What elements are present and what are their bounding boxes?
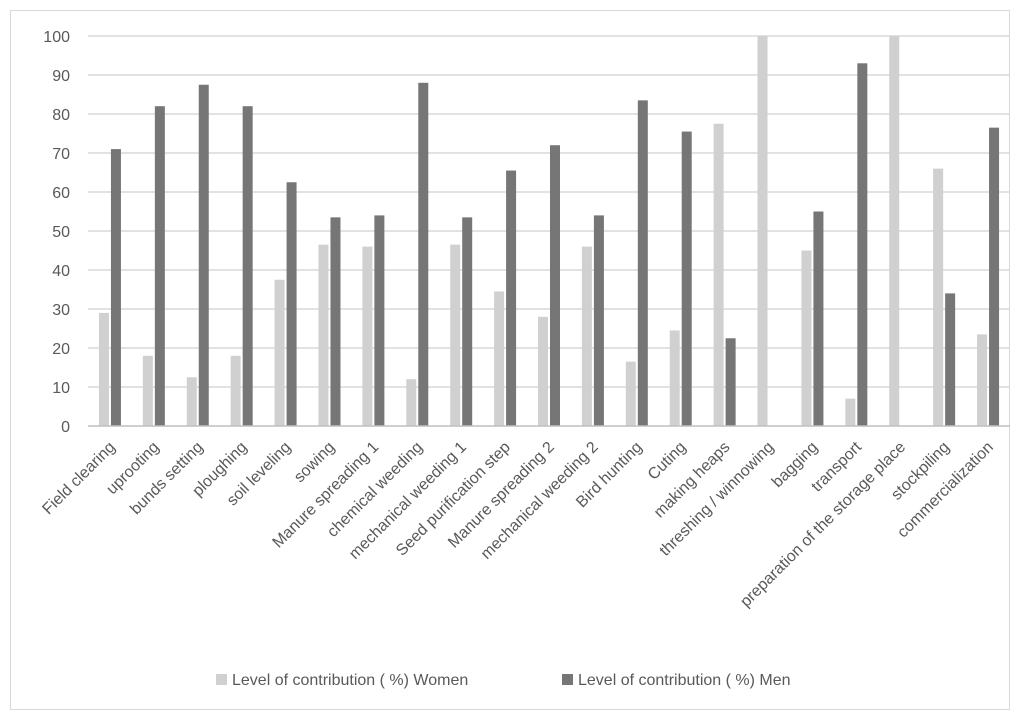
x-tick-label: making heaps bbox=[651, 439, 733, 521]
bar-men bbox=[418, 82, 429, 427]
bar-women bbox=[450, 244, 461, 426]
bar-men bbox=[550, 145, 560, 426]
bar-women bbox=[186, 377, 197, 426]
legend-label-men: Level of contribution ( %) Men bbox=[578, 672, 791, 689]
y-tick-label: 80 bbox=[52, 107, 70, 124]
bar-men bbox=[857, 63, 868, 427]
bar-women bbox=[406, 379, 417, 426]
bar-men bbox=[286, 182, 297, 426]
y-tick-label: 10 bbox=[52, 380, 70, 397]
y-tick-label: 100 bbox=[43, 29, 70, 46]
bar-women bbox=[845, 398, 856, 426]
bar-women bbox=[230, 355, 241, 426]
bar-men bbox=[462, 217, 473, 426]
bar-men bbox=[374, 215, 385, 426]
bar-women bbox=[889, 36, 900, 426]
bar-men bbox=[330, 217, 341, 426]
bar-women bbox=[274, 279, 285, 426]
bar-men bbox=[242, 106, 253, 426]
bar-men bbox=[681, 131, 692, 427]
bar-women bbox=[933, 168, 944, 426]
y-tick-label: 40 bbox=[52, 263, 70, 280]
legend-label-women: Level of contribution ( %) Women bbox=[232, 672, 468, 689]
bar-men bbox=[154, 106, 165, 426]
y-tick-label: 0 bbox=[61, 419, 70, 436]
bar-women bbox=[977, 334, 988, 426]
y-tick-label: 50 bbox=[52, 224, 70, 241]
bar-men bbox=[989, 127, 1000, 427]
gridlines bbox=[88, 35, 1010, 388]
bar-women bbox=[625, 361, 636, 426]
bar-women bbox=[538, 316, 548, 426]
y-axis-ticks: 0 10 20 30 40 50 60 70 80 90 100 bbox=[43, 29, 70, 436]
y-tick-label: 30 bbox=[52, 302, 70, 319]
bar-women bbox=[581, 246, 592, 426]
bar-men bbox=[506, 170, 517, 426]
bar-men bbox=[813, 211, 824, 426]
y-tick-label: 20 bbox=[52, 341, 70, 358]
bar-men bbox=[110, 149, 121, 426]
legend: Level of contribution ( %) Women Level of… bbox=[216, 672, 791, 689]
bar-women bbox=[669, 330, 680, 426]
x-tick-label: Field clearing bbox=[39, 439, 118, 518]
y-tick-label: 70 bbox=[52, 146, 70, 163]
bar-women bbox=[801, 250, 812, 426]
bar-women bbox=[757, 36, 768, 426]
legend-swatch-women bbox=[216, 674, 227, 685]
y-tick-label: 90 bbox=[52, 68, 70, 85]
bar-men bbox=[945, 293, 956, 426]
bar-men bbox=[725, 338, 736, 426]
bar-women bbox=[494, 291, 505, 426]
bar-men bbox=[593, 215, 604, 426]
bar-women bbox=[713, 123, 724, 426]
bar-women bbox=[142, 355, 153, 426]
bar-women bbox=[362, 246, 373, 426]
legend-swatch-men bbox=[562, 674, 573, 685]
y-tick-label: 60 bbox=[52, 185, 70, 202]
bar-men bbox=[198, 84, 209, 426]
bars bbox=[98, 36, 1000, 427]
bar-women bbox=[318, 244, 329, 426]
bar-women bbox=[98, 312, 109, 426]
bar-men bbox=[637, 100, 648, 426]
